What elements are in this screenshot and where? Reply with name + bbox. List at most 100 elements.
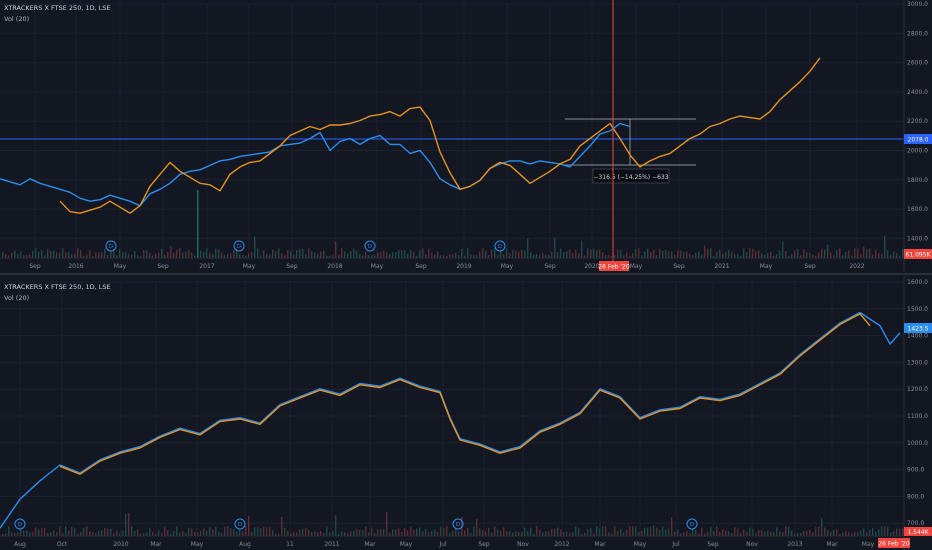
volume-bar bbox=[146, 532, 148, 536]
volume-bar bbox=[788, 255, 790, 258]
volume-bar bbox=[860, 253, 862, 258]
volume-bar bbox=[428, 532, 430, 536]
volume-bar bbox=[761, 530, 763, 536]
dividend-marker[interactable]: D bbox=[494, 240, 506, 252]
volume-bar bbox=[884, 235, 886, 258]
volume-bar bbox=[305, 254, 307, 258]
dividend-marker[interactable]: D bbox=[233, 240, 245, 252]
y-tick-label: 800.0 bbox=[907, 493, 924, 500]
volume-bar bbox=[722, 253, 724, 258]
volume-bar bbox=[23, 254, 25, 258]
x-tick-label: Mar bbox=[594, 541, 606, 548]
volume-bar bbox=[845, 251, 847, 258]
top-x-axis[interactable]: Sep 2016 May Sep 2017 May Sep 2018 May Sep 2019 May… bbox=[29, 263, 864, 270]
volume-bar bbox=[860, 530, 862, 536]
volume-bar bbox=[5, 254, 7, 258]
volume-bar bbox=[548, 255, 550, 258]
volume-bar bbox=[641, 530, 643, 536]
orange-series-line[interactable] bbox=[59, 57, 821, 214]
top-series-lines bbox=[0, 57, 821, 214]
blue-series-line[interactable] bbox=[0, 122, 631, 207]
dividend-marker[interactable]: D bbox=[364, 240, 376, 252]
volume-bar bbox=[20, 251, 22, 258]
volume-bar bbox=[86, 526, 88, 536]
dividend-marker[interactable]: D bbox=[452, 518, 464, 530]
volume-bar bbox=[452, 254, 454, 258]
bottom-x-axis[interactable]: Aug Oct 2010 Mar May Aug 11 2011 Mar May Jul Sep Nov… bbox=[14, 541, 875, 548]
volume-bar bbox=[233, 250, 235, 258]
volume-bar bbox=[806, 252, 808, 258]
volume-bar bbox=[599, 528, 601, 536]
bottom-y-axis[interactable]: 1600.0 1500.0 1400.0 1300.0 1200.0 1100.0 1000… bbox=[907, 279, 928, 527]
volume-bar bbox=[101, 252, 103, 258]
volume-bar bbox=[800, 255, 802, 258]
volume-bar bbox=[416, 255, 418, 258]
volume-bar bbox=[602, 526, 604, 536]
x-tick-label: 2011 bbox=[324, 541, 339, 548]
volume-bar bbox=[281, 516, 283, 536]
top-volume-bars bbox=[2, 190, 904, 258]
volume-bar bbox=[842, 532, 844, 536]
volume-bar bbox=[419, 527, 421, 536]
volume-bar bbox=[17, 532, 19, 536]
volume-bar bbox=[413, 529, 415, 536]
dividend-marker-text: D bbox=[368, 244, 372, 250]
volume-bar bbox=[311, 251, 313, 258]
volume-bar bbox=[803, 530, 805, 536]
volume-bar bbox=[335, 241, 337, 258]
x-tick-label: May bbox=[760, 263, 773, 270]
volume-bar bbox=[392, 252, 394, 258]
volume-bar bbox=[233, 528, 235, 536]
volume-bar bbox=[446, 526, 448, 536]
volume-bar bbox=[248, 253, 250, 258]
volume-bar bbox=[785, 526, 787, 536]
volume-bar bbox=[755, 250, 757, 258]
volume-bar bbox=[8, 526, 10, 536]
dividend-marker[interactable]: D bbox=[14, 518, 26, 530]
volume-bar bbox=[557, 527, 559, 536]
dividend-marker[interactable]: D bbox=[105, 240, 117, 252]
volume-bar bbox=[149, 253, 151, 258]
volume-bar bbox=[425, 254, 427, 258]
dividend-marker-text: D bbox=[18, 522, 22, 528]
orange-series-line[interactable] bbox=[59, 313, 871, 475]
volume-bar bbox=[866, 249, 868, 258]
volume-bar bbox=[605, 255, 607, 258]
volume-bar bbox=[620, 528, 622, 536]
volume-bar bbox=[329, 255, 331, 258]
dividend-marker[interactable]: D bbox=[234, 518, 246, 530]
volume-bar bbox=[479, 528, 481, 536]
volume-bar bbox=[56, 532, 58, 536]
volume-bar bbox=[347, 533, 349, 536]
volume-bar bbox=[389, 253, 391, 258]
volume-bar bbox=[140, 255, 142, 258]
volume-bar bbox=[350, 531, 352, 536]
volume-bar bbox=[314, 531, 316, 536]
dividend-marker[interactable]: D bbox=[686, 518, 698, 530]
x-tick-label: Mar bbox=[150, 541, 162, 548]
x-tick-label: 2016 bbox=[68, 263, 83, 270]
top-y-axis[interactable]: 3000.0 2800.0 2600.0 2400.0 2200.0 2000.0 1800… bbox=[907, 1, 928, 242]
volume-bar bbox=[590, 527, 592, 536]
volume-bar bbox=[458, 254, 460, 258]
volume-bar bbox=[176, 249, 178, 258]
volume-bar bbox=[668, 528, 670, 536]
volume-bar bbox=[896, 528, 898, 536]
volume-bar bbox=[566, 250, 568, 258]
volume-bar bbox=[623, 255, 625, 258]
volume-bar bbox=[422, 248, 424, 258]
volume-bar bbox=[737, 253, 739, 258]
bottom-chart-panel[interactable]: D D D D XTRACKERS X FTSE 250, 1D, LSE Vol (… bbox=[0, 276, 932, 550]
volume-bar bbox=[209, 527, 211, 536]
volume-bar bbox=[113, 249, 115, 258]
volume-bar bbox=[527, 238, 529, 258]
volume-bar bbox=[830, 531, 832, 536]
volume-bar bbox=[506, 531, 508, 536]
volume-bar bbox=[692, 528, 694, 536]
volume-bar bbox=[266, 527, 268, 536]
top-measure-tool[interactable]: −316.5 (−14.25%) −633 bbox=[565, 118, 696, 184]
top-chart-panel[interactable]: −316.5 (−14.25%) −633 D D D D XTRACKERS X F… bbox=[0, 0, 932, 272]
volume-bar bbox=[413, 252, 415, 258]
volume-bar bbox=[158, 252, 160, 258]
